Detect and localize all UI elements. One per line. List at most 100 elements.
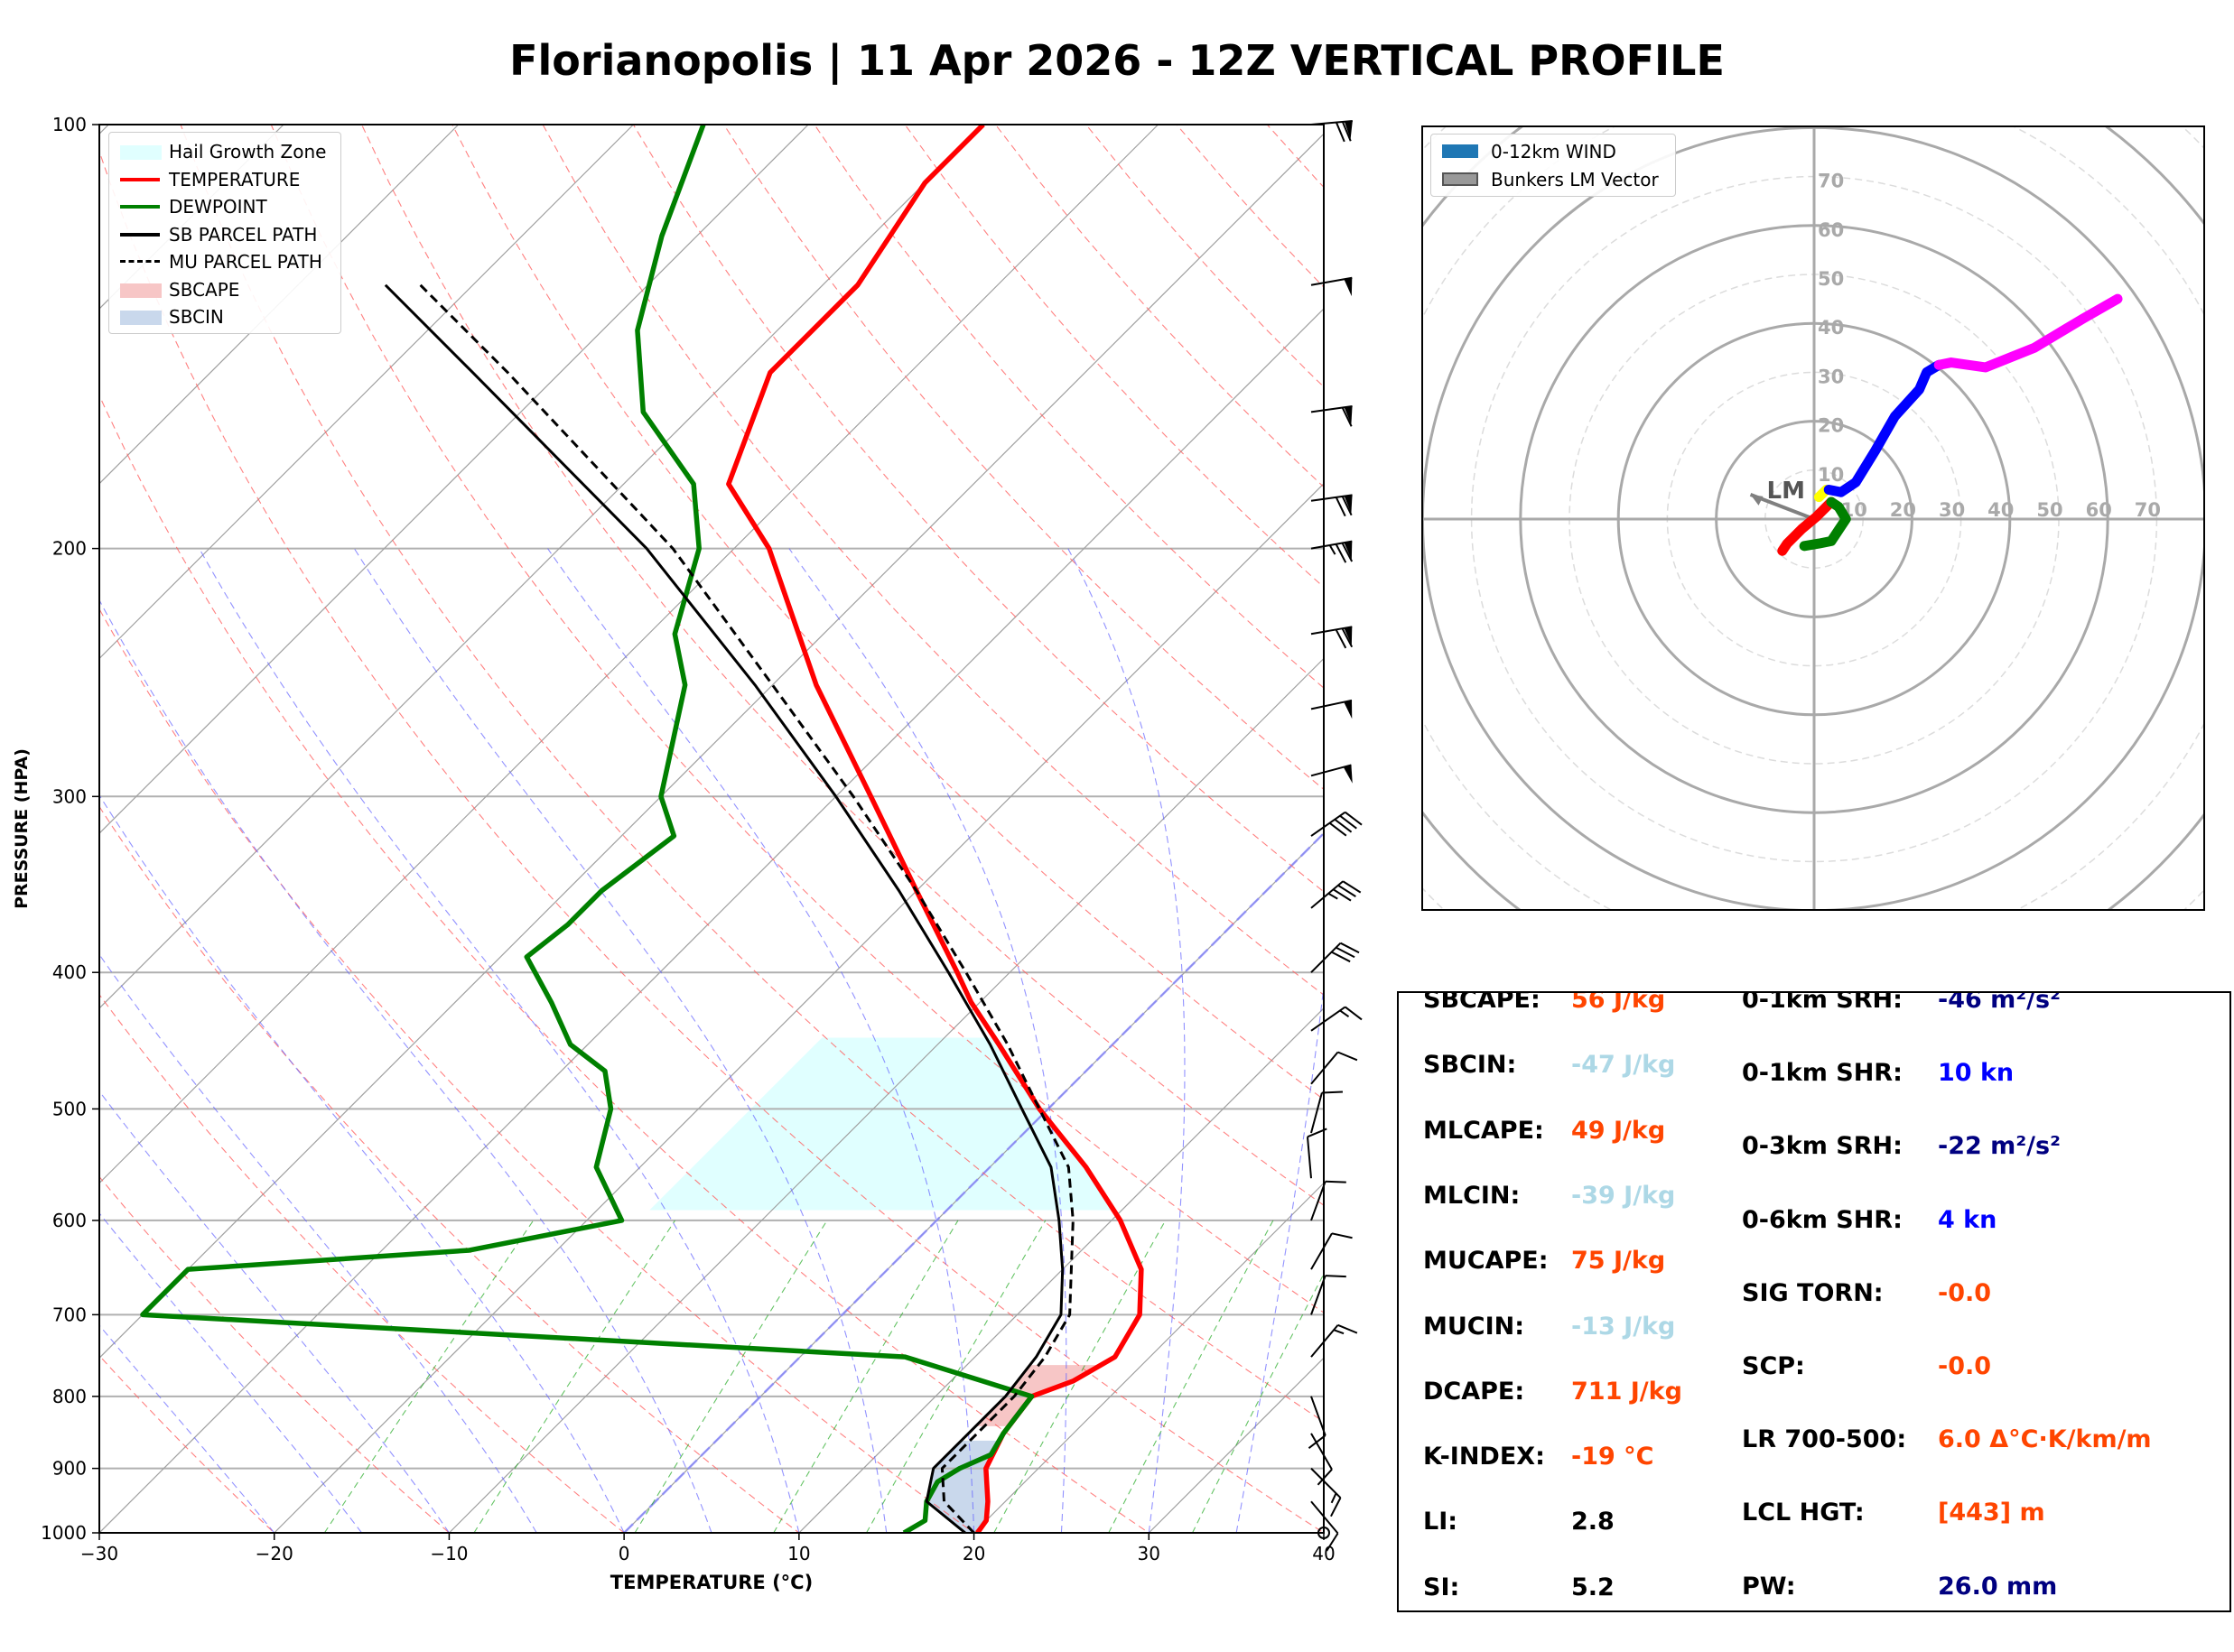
legend-label: DEWPOINT: [169, 196, 267, 218]
param-value: 10 kn: [1938, 1059, 2015, 1088]
barb-flag: [1344, 277, 1353, 297]
y-tick-label: 600: [52, 1210, 87, 1231]
legend-item: SBCIN: [109, 305, 335, 329]
param-label: SBCIN:: [1423, 1051, 1517, 1080]
param-label: LCL HGT:: [1742, 1499, 1865, 1527]
param-value: -13 J/kg: [1571, 1312, 1676, 1341]
legend-label: SB PARCEL PATH: [169, 223, 318, 246]
legend-label: Bunkers LM Vector: [1491, 169, 1659, 190]
barb-staff: [1310, 1433, 1333, 1471]
wind-barb: [1310, 1051, 1358, 1085]
barb-flag: [1344, 541, 1353, 561]
dry-adiabat: [270, 125, 1324, 1313]
legend-swatch: [120, 177, 160, 181]
barb-staff: [1310, 880, 1344, 909]
y-axis-label: PRESSURE (HPA): [12, 748, 32, 909]
hail-growth-zone: [649, 1037, 1114, 1211]
barb-full: [1321, 1091, 1344, 1094]
param-value: -22 m²/s²: [1938, 1132, 2061, 1161]
dry-adiabat: [99, 805, 800, 1533]
legend-item: 0-12km WIND: [1431, 140, 1670, 163]
sb-parcel-path-line: [384, 283, 1065, 1533]
param-value: 5.2: [1571, 1573, 1615, 1601]
x-tick-label: −10: [430, 1543, 468, 1564]
param-label: K-INDEX:: [1423, 1443, 1545, 1471]
barb-full: [1336, 946, 1355, 959]
param-label: SIG TORN:: [1742, 1278, 1884, 1307]
legend-swatch: [120, 145, 162, 160]
x-tick-label: −20: [256, 1543, 293, 1564]
barb-staff: [1310, 540, 1353, 550]
y-tick-label: 700: [52, 1304, 87, 1325]
y-tick-label: 900: [52, 1458, 87, 1480]
param-value: 56 J/kg: [1571, 991, 1666, 1014]
dry-adiabat: [99, 993, 626, 1533]
param-label: 0-3km SRH:: [1742, 1132, 1903, 1161]
isotherm: [449, 657, 1324, 1533]
param-label: 0-1km SRH:: [1742, 991, 1903, 1014]
barb-full: [1331, 951, 1351, 963]
y-tick-label: 100: [52, 114, 87, 135]
legend-swatch: [120, 232, 160, 237]
legend-label: SBCIN: [169, 306, 224, 328]
barb-staff: [1310, 764, 1352, 777]
param-label: SI:: [1423, 1573, 1460, 1601]
dry-adiabat: [99, 608, 975, 1533]
barb-full: [1335, 628, 1347, 649]
dry-adiabat: [99, 1175, 451, 1533]
barb-full: [1345, 1006, 1363, 1021]
wind-barb: [1310, 119, 1353, 143]
barb-flag: [1344, 700, 1353, 719]
barb-full: [1325, 1180, 1346, 1183]
barb-full: [1337, 1323, 1358, 1334]
barb-full: [1331, 1232, 1353, 1239]
skew-t-legend: Hail Growth Zone TEMPERATURE DEWPOINT SB PA…: [108, 132, 341, 334]
barb-staff: [1310, 1396, 1326, 1436]
param-value: -19 °C: [1571, 1443, 1654, 1471]
param-label: 0-1km SHR:: [1742, 1059, 1903, 1088]
barb-full: [1339, 814, 1357, 830]
param-label: MUCIN:: [1423, 1312, 1525, 1341]
param-label: SBCAPE:: [1423, 991, 1541, 1014]
legend-swatch: [120, 283, 162, 298]
moist-adiabat: [99, 1212, 363, 1533]
legend-item: Hail Growth Zone: [109, 140, 335, 163]
legend-item: Bunkers LM Vector: [1431, 168, 1670, 191]
barb-full: [1330, 1497, 1342, 1517]
barb-staff: [1310, 1181, 1326, 1221]
mixing-ratio-line: [773, 1220, 959, 1533]
param-value: -0.0: [1938, 1352, 1992, 1380]
wind-barb: [1310, 1180, 1346, 1221]
wind-barb: [1310, 276, 1353, 297]
moist-adiabat: [99, 1091, 450, 1533]
barb-full: [1345, 811, 1363, 826]
dry-adiabat: [542, 125, 1324, 996]
legend-item: DEWPOINT: [109, 195, 335, 218]
moist-adiabat: [99, 953, 537, 1533]
legend-label: 0-12km WIND: [1491, 141, 1616, 162]
x-tick-label: 10: [787, 1543, 810, 1564]
moist-adiabat: [788, 548, 1067, 1533]
barb-full: [1341, 496, 1353, 516]
wind-barb: [1310, 764, 1353, 784]
parameters-table: SBCAPE: 56 J/kg SBCIN: -47 J/kg MLCAPE: 49 J/…: [1397, 991, 2231, 1612]
barb-flag: [1343, 765, 1353, 784]
isotherm: [99, 125, 984, 1009]
dewpoint-line: [140, 125, 1035, 1533]
legend-label: MU PARCEL PATH: [169, 251, 322, 273]
chart-title: Florianopolis | 11 Apr 2026 - 12Z VERTIC…: [509, 36, 1725, 85]
dry-adiabat: [99, 150, 1324, 1533]
barb-staff: [1310, 1500, 1339, 1535]
barb-full: [1334, 818, 1353, 833]
wind-barb: [1310, 811, 1363, 837]
isotherm: [274, 482, 1324, 1533]
y-tick-label: 1000: [41, 1522, 87, 1544]
barb-full: [1328, 821, 1347, 837]
param-value: -39 J/kg: [1571, 1181, 1676, 1210]
barb-full: [1335, 497, 1346, 517]
temperature-line: [726, 125, 1144, 1533]
dry-adiabat: [451, 125, 1324, 1100]
param-value: 2.8: [1571, 1508, 1615, 1536]
legend-swatch: [120, 205, 160, 209]
y-tick-label: 400: [52, 961, 87, 983]
